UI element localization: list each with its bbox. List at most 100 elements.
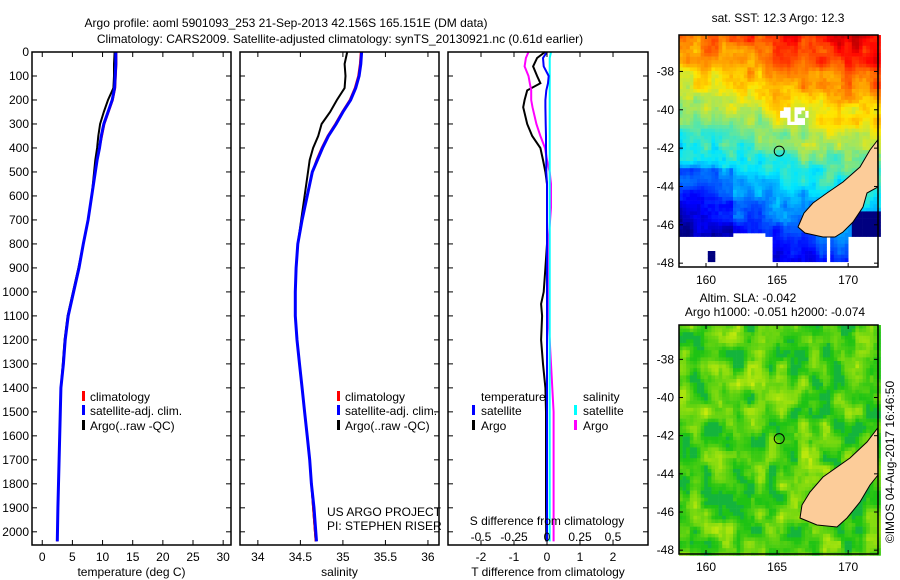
map-cell xyxy=(851,350,856,355)
map-cell xyxy=(783,346,788,351)
map-cell xyxy=(729,415,734,419)
map-cell xyxy=(869,397,874,401)
map-cell xyxy=(754,332,759,337)
map-cell xyxy=(826,357,831,362)
map-cell xyxy=(707,204,712,209)
map-cell xyxy=(740,71,745,75)
map-cell xyxy=(823,157,827,162)
map-cell xyxy=(740,125,745,129)
map-cell xyxy=(805,67,809,72)
map-cell xyxy=(711,225,716,230)
map-cell xyxy=(855,110,860,115)
map-cell xyxy=(787,339,791,344)
map-cell xyxy=(851,346,856,351)
map-cell xyxy=(679,85,683,90)
map-cell xyxy=(747,71,752,75)
map-cell xyxy=(758,204,763,209)
legend-label: satellite-adj. clim. xyxy=(90,404,182,418)
map-cell xyxy=(805,63,809,68)
map-cell xyxy=(758,386,763,391)
map-cell xyxy=(848,164,853,169)
map-cell xyxy=(801,182,806,187)
map-cell xyxy=(855,161,860,165)
map-cell xyxy=(823,71,827,75)
map-cell xyxy=(837,121,842,126)
map-cell xyxy=(693,350,698,355)
map-cell xyxy=(779,353,784,358)
map-cell xyxy=(700,114,705,119)
map-cell xyxy=(725,397,730,401)
map-cell xyxy=(859,42,863,47)
map-cell xyxy=(751,42,755,47)
map-cell xyxy=(679,96,683,101)
series-line-temperature-satellite xyxy=(541,51,550,542)
map-cell xyxy=(851,400,856,405)
map-cell xyxy=(711,204,716,209)
map-cell xyxy=(747,353,752,358)
map-cell xyxy=(729,325,734,329)
map-cell xyxy=(704,103,709,108)
map-cell xyxy=(679,153,683,158)
map-cell xyxy=(729,218,734,223)
map-cell xyxy=(682,121,687,126)
map-cell xyxy=(761,407,766,412)
map-cell xyxy=(715,67,719,72)
map-cell xyxy=(754,89,759,93)
map-cell xyxy=(815,38,820,43)
map-cell xyxy=(830,143,835,147)
x-tick-label: 15 xyxy=(126,550,140,564)
map-cell xyxy=(679,164,683,169)
map-cell xyxy=(758,229,763,234)
map-cell xyxy=(794,404,799,409)
map-cell xyxy=(758,182,763,187)
map-cell xyxy=(819,400,824,405)
map-cell xyxy=(783,121,788,126)
map-cell xyxy=(790,186,795,191)
map-cell xyxy=(787,382,791,387)
map-cell xyxy=(718,346,723,351)
map-cell xyxy=(751,171,755,176)
map-cell xyxy=(747,361,752,365)
map-cell xyxy=(697,361,701,365)
map-cell xyxy=(844,56,849,61)
map-cell xyxy=(805,368,809,373)
map-cell xyxy=(718,92,723,97)
map-cell xyxy=(686,175,691,180)
map-cell xyxy=(765,364,770,369)
map-cell xyxy=(812,353,817,358)
map-cell xyxy=(855,42,860,47)
map-cell xyxy=(758,38,763,43)
map-cell xyxy=(833,251,838,255)
map-cell xyxy=(772,193,777,198)
map-cell xyxy=(718,207,723,212)
map-cell xyxy=(758,67,763,72)
map-cell xyxy=(754,67,759,72)
map-cell xyxy=(743,38,748,43)
map-cell xyxy=(758,53,763,57)
map-cell xyxy=(830,404,835,409)
map-cell xyxy=(790,346,795,351)
map-cell xyxy=(855,89,860,93)
map-cell xyxy=(776,125,781,129)
map-cell xyxy=(787,164,791,169)
map-cell xyxy=(725,175,730,180)
map-cell xyxy=(772,339,777,344)
map-cell xyxy=(754,153,759,158)
map-cell xyxy=(790,128,795,133)
map-cell xyxy=(751,132,755,137)
map-cell xyxy=(848,45,853,50)
map-cell xyxy=(751,368,755,373)
map-cell xyxy=(776,389,781,394)
map-cell xyxy=(776,103,781,108)
map-cell xyxy=(779,207,784,212)
map-cell xyxy=(776,404,781,409)
map-cell xyxy=(754,200,759,205)
map-cell xyxy=(682,78,687,83)
map-cell xyxy=(779,243,784,248)
map-cell xyxy=(747,74,752,79)
map-cell xyxy=(837,325,842,329)
map-cell xyxy=(841,81,845,86)
map-cell xyxy=(725,71,730,75)
map-cell xyxy=(812,150,817,155)
map-cell xyxy=(754,56,759,61)
